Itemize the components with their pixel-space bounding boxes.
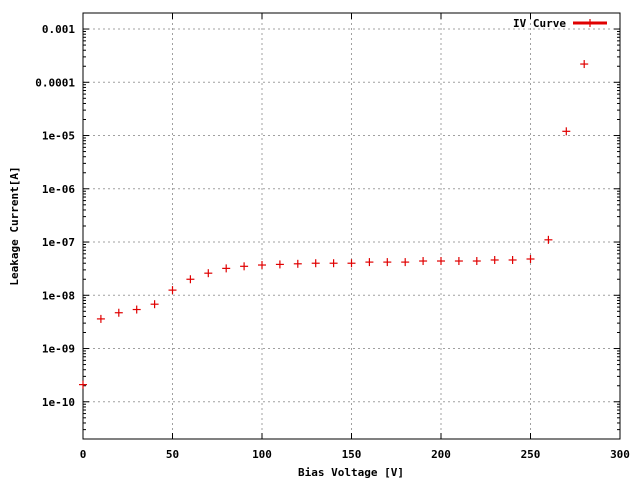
data-point — [419, 257, 428, 266]
x-tick-label: 150 — [342, 448, 362, 461]
legend-label-iv-curve: IV Curve — [513, 17, 566, 30]
data-point — [454, 257, 463, 266]
data-point — [544, 235, 553, 244]
data-point — [132, 305, 141, 314]
data-point — [150, 300, 159, 309]
x-tick-label: 0 — [80, 448, 87, 461]
data-point — [365, 258, 374, 267]
data-point — [562, 127, 571, 136]
y-tick-label: 1e-08 — [42, 289, 75, 302]
plot-frame — [82, 12, 621, 440]
data-point — [347, 259, 356, 268]
x-axis-label: Bias Voltage [V] — [298, 466, 404, 479]
y-tick-label: 1e-06 — [42, 183, 75, 196]
data-point — [186, 275, 195, 284]
data-point — [258, 261, 266, 270]
data-point — [383, 258, 392, 267]
x-tick-label: 50 — [166, 448, 179, 461]
data-point — [437, 257, 445, 266]
data-point — [240, 262, 249, 271]
y-tick-label: 0.001 — [42, 23, 75, 36]
x-tick-label: 200 — [431, 448, 451, 461]
data-point — [79, 380, 87, 389]
data-point — [401, 258, 410, 267]
y-axis-label: Leakage Current[A] — [8, 166, 21, 285]
data-point — [311, 259, 320, 268]
x-tick-label: 100 — [252, 448, 272, 461]
data-point — [490, 255, 499, 264]
data-point — [168, 286, 177, 295]
data-point — [580, 60, 589, 69]
data-point — [472, 257, 481, 266]
grid — [83, 13, 620, 439]
y-tick-label: 1e-10 — [42, 396, 75, 409]
data-point — [222, 264, 231, 273]
legend: IV Curve — [513, 17, 607, 30]
data-point — [114, 308, 123, 317]
data-points — [79, 60, 589, 389]
data-point — [204, 269, 213, 278]
y-tick-label: 1e-05 — [42, 130, 75, 143]
y-tick-label: 1e-09 — [42, 343, 75, 356]
x-axis: 0 50 100 150 200 250 300 — [80, 13, 630, 461]
y-tick-label: 0.0001 — [35, 76, 75, 89]
data-point — [96, 314, 105, 323]
legend-swatch-marker — [586, 19, 594, 27]
data-point — [275, 260, 284, 269]
data-point — [508, 255, 517, 264]
data-point — [293, 259, 302, 268]
x-tick-label: 250 — [521, 448, 541, 461]
y-axis: 1e-10 1e-09 1e-08 1e-07 1e-06 1e-05 0.0001 0.00… — [35, 12, 620, 440]
x-tick-label: 300 — [610, 448, 630, 461]
y-tick-label: 1e-07 — [42, 236, 75, 249]
data-point — [526, 255, 535, 264]
data-point — [329, 259, 338, 268]
